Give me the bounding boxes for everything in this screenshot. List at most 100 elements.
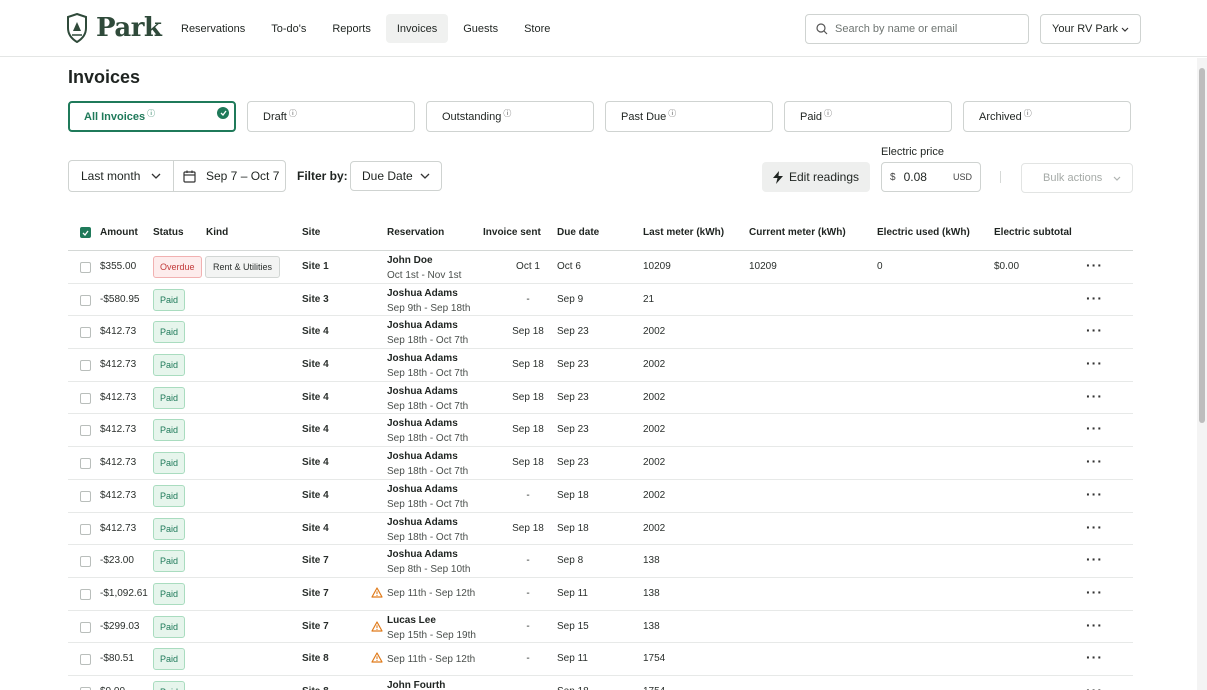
table-row[interactable]: $412.73 Paid Site 4 Joshua Adams Sep 18th - … (68, 382, 1133, 415)
nav-invoices[interactable]: Invoices (385, 14, 449, 43)
table-row[interactable]: -$80.51 Paid Site 8 Sep 11th - Sep 12th - Sep… (68, 643, 1133, 676)
more-options-icon[interactable]: ··· (1086, 420, 1103, 437)
info-icon[interactable]: ⓘ (503, 109, 512, 118)
table-row[interactable]: $412.73 Paid Site 4 Joshua Adams Sep 18th - … (68, 414, 1133, 448)
reservation-cell[interactable]: Joshua Adams Sep 18th - Oct 7th (387, 482, 468, 512)
col-amount[interactable]: Amount (100, 227, 138, 238)
more-options-icon[interactable]: ··· (1086, 518, 1103, 535)
table-row[interactable]: -$1,092.61 Paid Site 7 Sep 11th - Sep 12th -… (68, 578, 1133, 611)
amount-cell: $412.73 (100, 424, 137, 436)
col-reservation[interactable]: Reservation (387, 227, 445, 238)
row-checkbox[interactable] (80, 523, 91, 535)
more-options-icon[interactable]: ··· (1086, 681, 1103, 690)
col-due-date[interactable]: Due date (557, 227, 600, 238)
table-row[interactable]: -$23.00 Paid Site 7 Joshua Adams Sep 8th - S… (68, 545, 1133, 578)
row-checkbox[interactable] (80, 621, 91, 633)
col-current-meter[interactable]: Current meter (kWh) (749, 227, 846, 238)
status-badge: Paid (153, 386, 186, 409)
tab-past-due[interactable]: Past Due ⓘ (605, 101, 773, 132)
info-icon[interactable]: ⓘ (1023, 109, 1032, 118)
electric-price-input[interactable] (903, 170, 944, 184)
row-checkbox[interactable] (80, 588, 91, 600)
reservation-cell[interactable]: Joshua Adams Sep 8th - Sep 10th (387, 547, 470, 577)
more-options-icon[interactable]: ··· (1086, 289, 1103, 306)
logo[interactable]: Park (66, 13, 162, 43)
reservation-cell[interactable]: John Fourth (387, 678, 445, 690)
nav-todos[interactable]: To-do's (271, 22, 307, 35)
table-row[interactable]: -$580.95 Paid Site 3 Joshua Adams Sep 9th - … (68, 284, 1133, 317)
table-row[interactable]: $355.00 Overdue Rent & Utilities Site 1 John… (68, 251, 1133, 284)
nav-reports[interactable]: Reports (332, 22, 371, 35)
table-row[interactable]: -$299.03 Paid Site 7 Lucas Lee Sep 15th - Se… (68, 611, 1133, 644)
amount-cell: $412.73 (100, 522, 137, 534)
more-options-icon[interactable]: ··· (1086, 453, 1103, 470)
more-options-icon[interactable]: ··· (1086, 485, 1103, 502)
table-row[interactable]: $412.73 Paid Site 4 Joshua Adams Sep 18th - … (68, 513, 1133, 546)
row-checkbox[interactable] (80, 686, 91, 690)
reservation-cell[interactable]: Sep 11th - Sep 12th (371, 587, 475, 601)
page-scrollbar[interactable] (1197, 58, 1207, 690)
more-options-icon[interactable]: ··· (1086, 322, 1103, 339)
info-icon[interactable]: ⓘ (288, 109, 297, 118)
col-status[interactable]: Status (153, 227, 184, 238)
nav-guests[interactable]: Guests (463, 22, 499, 35)
info-icon[interactable]: ⓘ (824, 109, 833, 118)
row-checkbox[interactable] (80, 294, 91, 306)
table-row[interactable]: $412.73 Paid Site 4 Joshua Adams Sep 18th - … (68, 480, 1133, 513)
col-site[interactable]: Site (302, 227, 321, 238)
select-all-checkbox[interactable] (80, 227, 91, 238)
search-input[interactable] (835, 23, 1015, 35)
nav-store[interactable]: Store (524, 22, 551, 35)
row-checkbox[interactable] (80, 556, 91, 568)
more-options-icon[interactable]: ··· (1086, 387, 1103, 404)
row-checkbox[interactable] (80, 654, 91, 666)
col-electric-subtotal[interactable]: Electric subtotal (994, 227, 1072, 238)
row-checkbox[interactable] (80, 425, 91, 437)
more-options-icon[interactable]: ··· (1086, 583, 1103, 600)
edit-readings-button[interactable]: Edit readings (762, 162, 870, 192)
more-options-icon[interactable]: ··· (1086, 616, 1103, 633)
more-options-icon[interactable]: ··· (1086, 355, 1103, 372)
reservation-cell[interactable]: Joshua Adams Sep 9th - Sep 18th (387, 286, 470, 316)
row-checkbox[interactable] (80, 458, 91, 470)
more-options-icon[interactable]: ··· (1086, 551, 1103, 568)
tab-paid[interactable]: Paid ⓘ (784, 101, 952, 132)
reservation-cell[interactable]: Lucas Lee Sep 15th - Sep 19th (371, 613, 476, 643)
tab-archived[interactable]: Archived ⓘ (963, 101, 1131, 132)
reservation-cell[interactable]: Joshua Adams Sep 18th - Oct 7th (387, 416, 468, 446)
reservation-cell[interactable]: Joshua Adams Sep 18th - Oct 7th (387, 384, 468, 414)
col-last-meter[interactable]: Last meter (kWh) (643, 227, 725, 238)
table-row[interactable]: $412.73 Paid Site 4 Joshua Adams Sep 18th - … (68, 349, 1133, 382)
park-select[interactable]: Your RV Park (1040, 14, 1141, 44)
row-checkbox[interactable] (80, 327, 91, 339)
scrollbar-thumb[interactable] (1199, 68, 1205, 423)
col-electric-used[interactable]: Electric used (kWh) (877, 227, 970, 238)
nav-reservations[interactable]: Reservations (181, 22, 246, 35)
info-icon[interactable]: ⓘ (147, 109, 156, 118)
info-icon[interactable]: ⓘ (668, 109, 677, 118)
row-checkbox[interactable] (80, 490, 91, 502)
table-row[interactable]: $412.73 Paid Site 4 Joshua Adams Sep 18th - … (68, 447, 1133, 480)
reservation-cell[interactable]: John Doe Oct 1st - Nov 1st (387, 253, 461, 283)
reservation-cell[interactable]: Joshua Adams Sep 18th - Oct 7th (387, 515, 468, 545)
period-select[interactable]: Last month (69, 161, 174, 191)
date-range-field[interactable]: Sep 7 – Oct 7 (174, 161, 285, 191)
bulk-actions-button[interactable]: Bulk actions (1021, 163, 1133, 193)
reservation-cell[interactable]: Sep 11th - Sep 12th (371, 652, 475, 666)
more-options-icon[interactable]: ··· (1086, 649, 1103, 666)
reservation-cell[interactable]: Joshua Adams Sep 18th - Oct 7th (387, 449, 468, 479)
col-kind[interactable]: Kind (206, 227, 229, 238)
more-options-icon[interactable]: ··· (1086, 257, 1103, 273)
tab-all-invoices[interactable]: All Invoices ⓘ (68, 101, 236, 132)
row-checkbox[interactable] (80, 360, 91, 372)
table-row[interactable]: $0.00 Paid Site 8 John Fourth - Sep 18 1754 ··· (68, 676, 1133, 690)
row-checkbox[interactable] (80, 262, 91, 273)
reservation-cell[interactable]: Joshua Adams Sep 18th - Oct 7th (387, 318, 468, 348)
filter-by-select[interactable]: Due Date (350, 161, 442, 191)
tab-outstanding[interactable]: Outstanding ⓘ (426, 101, 594, 132)
col-invoice-sent[interactable]: Invoice sent (483, 227, 541, 238)
row-checkbox[interactable] (80, 392, 91, 404)
tab-draft[interactable]: Draft ⓘ (247, 101, 415, 132)
table-row[interactable]: $412.73 Paid Site 4 Joshua Adams Sep 18th - … (68, 316, 1133, 350)
reservation-cell[interactable]: Joshua Adams Sep 18th - Oct 7th (387, 351, 468, 381)
